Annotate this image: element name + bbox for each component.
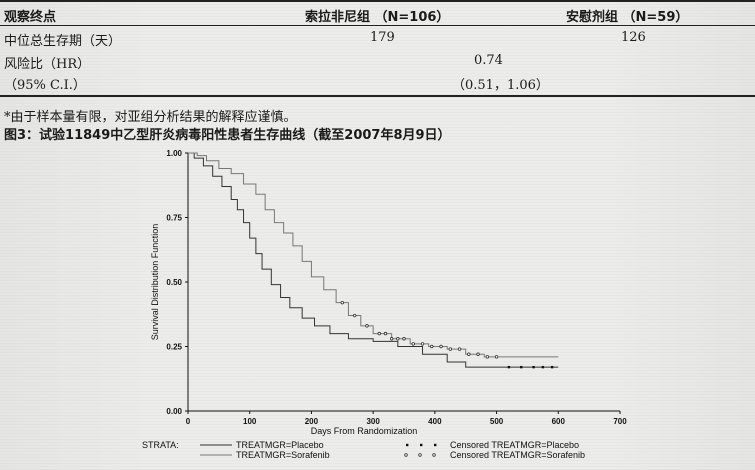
x-tick-label: 500 xyxy=(490,417,504,426)
table-header-endpoint: 观察终点 xyxy=(4,10,57,25)
censor-mark-placebo xyxy=(520,365,523,369)
table-header-sorafenib: 索拉非尼组 （N=106） xyxy=(305,10,450,25)
y-tick-label: 0.25 xyxy=(166,343,182,352)
censor-mark-sorafenib xyxy=(485,355,490,359)
survival-curve-placebo xyxy=(188,152,559,368)
y-axis-title: Survival Distribution Function xyxy=(150,224,160,341)
censor-mark-sorafenib xyxy=(402,337,406,341)
censor-mark-sorafenib xyxy=(365,324,369,328)
censor-mark-sorafenib xyxy=(411,342,415,346)
y-tick-label: 0.50 xyxy=(166,278,182,287)
legend-censor-sorafenib xyxy=(418,453,422,457)
chart-censor-marks xyxy=(340,300,554,369)
legend-censor-sorafenib xyxy=(432,453,436,457)
censor-mark-sorafenib xyxy=(457,347,462,351)
censor-mark-sorafenib xyxy=(383,331,388,336)
x-tick-label: 300 xyxy=(366,417,380,426)
row-value-sorafenib-median: 179 xyxy=(370,30,395,45)
censor-mark-placebo xyxy=(507,365,511,369)
x-tick-label: 0 xyxy=(186,417,191,426)
censor-mark-sorafenib xyxy=(389,337,394,341)
row-label-median-os: 中位总生存期（天） xyxy=(4,34,122,49)
censor-mark-sorafenib xyxy=(377,331,382,336)
y-tick-label: 0.75 xyxy=(166,214,182,223)
survival-curve-sorafenib xyxy=(188,152,559,358)
chart-curves xyxy=(188,152,559,368)
legend-label-sorafenib: TREATMGR=Sorafenib xyxy=(236,450,330,460)
survival-chart: 0 100 200 300 400 500 600 700 0.00 0.25 0.50 0.75 1.… xyxy=(142,149,627,460)
legend-censor-placebo xyxy=(406,443,409,447)
table-header-placebo: 安慰剂组 （N=59） xyxy=(566,10,689,25)
censor-mark-sorafenib xyxy=(476,352,480,356)
row-value-ci: （0.51，1.06） xyxy=(452,78,549,93)
chart-legend: STRATA: TREATMGR=PlaceboTREATMGR=Sorafeni… xyxy=(142,440,585,460)
censor-mark-sorafenib xyxy=(494,355,499,359)
censor-mark-sorafenib xyxy=(448,347,452,351)
x-tick-label: 100 xyxy=(243,417,257,426)
legend-censor-label-sorafenib: Censored TREATMGR=Sorafenib xyxy=(450,450,585,460)
chart-axes: 0 100 200 300 400 500 600 700 0.00 0.25 0.50 0.75 1.… xyxy=(150,149,627,436)
censor-mark-sorafenib xyxy=(467,352,471,356)
table-header-rule xyxy=(0,25,755,26)
x-tick-label: 700 xyxy=(613,417,627,426)
censor-mark-placebo xyxy=(550,365,554,369)
row-label-hazard-ratio: 风险比（HR） xyxy=(4,57,91,72)
censor-mark-sorafenib xyxy=(430,344,434,349)
censor-mark-sorafenib xyxy=(352,313,357,318)
row-value-placebo-median: 126 xyxy=(621,30,646,45)
censor-mark-sorafenib xyxy=(340,300,344,305)
legend-censor-placebo xyxy=(434,443,437,447)
y-tick-label: 1.00 xyxy=(166,149,182,158)
legend-censor-label-placebo: Censored TREATMGR=Placebo xyxy=(450,440,579,450)
table-bottom-rule xyxy=(0,95,755,97)
censor-mark-sorafenib xyxy=(396,337,400,341)
censor-mark-sorafenib xyxy=(420,342,425,346)
table-top-rule xyxy=(0,0,755,2)
figure-title: 图3：试验11849中乙型肝炎病毒阳性患者生存曲线（截至2007年8月9日） xyxy=(4,128,451,143)
row-value-hazard-ratio: 0.74 xyxy=(474,53,503,68)
row-label-ci: （95% C.I.） xyxy=(4,78,86,93)
x-tick-label: 200 xyxy=(305,417,319,426)
censor-mark-placebo xyxy=(532,365,535,369)
x-tick-label: 400 xyxy=(428,417,442,426)
footnote: *由于样本量有限，对亚组分析结果的解释应谨慎。 xyxy=(4,110,297,125)
legend-censor-sorafenib xyxy=(404,453,408,457)
censor-mark-sorafenib xyxy=(439,344,443,349)
legend-censor-placebo xyxy=(420,443,423,447)
legend-strata-label: STRATA: xyxy=(142,440,179,450)
x-axis-title: Days From Randomization xyxy=(311,426,418,436)
x-tick-label: 600 xyxy=(552,417,566,426)
censor-mark-placebo xyxy=(541,365,545,369)
legend-label-placebo: TREATMGR=Placebo xyxy=(236,440,324,450)
y-tick-label: 0.00 xyxy=(166,407,182,416)
